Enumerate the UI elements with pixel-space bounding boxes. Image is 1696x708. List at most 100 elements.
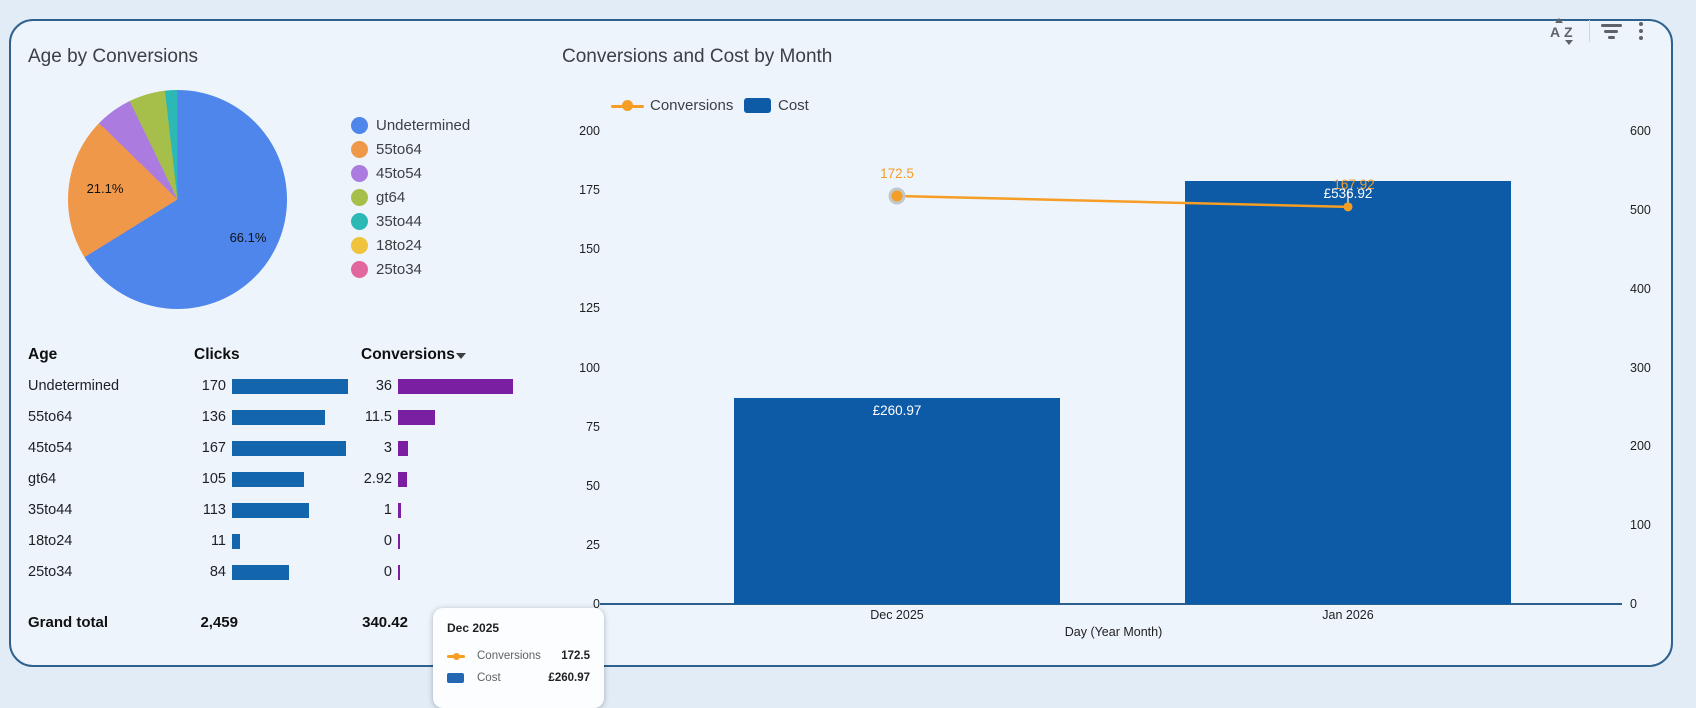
left-axis-tick-200: 200 xyxy=(579,124,600,138)
row-clicks-value: 113 xyxy=(202,502,226,518)
row-conversions-bar xyxy=(398,410,435,425)
more-options-icon[interactable] xyxy=(1638,22,1644,42)
legend-item-Undetermined[interactable]: Undetermined xyxy=(351,117,470,134)
left-axis-tick-50: 50 xyxy=(586,478,600,493)
left-axis-tick-0: 0 xyxy=(593,597,600,611)
conversions-point-Dec 2025[interactable] xyxy=(888,187,906,205)
legend-item-label: 25to34 xyxy=(376,261,422,278)
right-axis-tick-300: 300 xyxy=(1630,360,1651,375)
row-conversions-value: 0 xyxy=(383,533,392,549)
cost-swatch-icon xyxy=(744,98,771,113)
legend-dot-icon xyxy=(351,261,368,278)
tooltip-row-conversions: Conversions 172.5 xyxy=(447,645,590,667)
right-axis-tick-400: 400 xyxy=(1630,281,1651,296)
chart-tooltip: Dec 2025 Conversions 172.5 Cost £260.97 xyxy=(433,608,604,708)
row-conversions-bar xyxy=(398,472,408,487)
table-row[interactable]: 35to44 113 1 xyxy=(0,495,560,526)
cost-bar-Jan 2026[interactable] xyxy=(1185,180,1511,604)
row-conversions-bar xyxy=(398,534,400,549)
left-axis-tick-100: 100 xyxy=(579,360,600,375)
row-clicks-bar xyxy=(232,534,240,549)
grand-total-clicks: 2,459 xyxy=(200,614,238,631)
pie-slice-label-undetermined: 66.1% xyxy=(229,230,267,245)
x-axis-label-Dec 2025: Dec 2025 xyxy=(870,608,924,622)
row-clicks-value: 11 xyxy=(210,533,226,549)
age-table: Undetermined 170 36 55to64 136 11.5 45to54 167 3… xyxy=(0,371,560,588)
row-conversions-value: 0 xyxy=(383,564,392,580)
column-header-age[interactable]: Age xyxy=(28,346,58,363)
left-axis-tick-75: 75 xyxy=(586,419,600,434)
row-clicks-value: 170 xyxy=(201,378,226,394)
conversions-point-Jan 2026[interactable] xyxy=(1343,202,1353,212)
table-row[interactable]: gt64 105 2.92 xyxy=(0,464,560,495)
row-age-label: 25to34 xyxy=(28,564,73,580)
left-axis-tick-175: 175 xyxy=(579,183,600,198)
row-age-label: Undetermined xyxy=(28,378,120,394)
table-row[interactable]: Undetermined 170 36 xyxy=(0,371,560,402)
toolbar-divider xyxy=(1589,20,1590,42)
row-clicks-value: 136 xyxy=(201,409,226,425)
row-conversions-value: 1 xyxy=(383,502,392,518)
row-conversions-value: 3 xyxy=(383,440,392,456)
x-axis-line xyxy=(600,603,1622,605)
row-age-label: 18to24 xyxy=(28,533,73,549)
row-conversions-value: 11.5 xyxy=(364,409,392,425)
table-row[interactable]: 55to64 136 11.5 xyxy=(0,402,560,433)
cost-swatch-icon xyxy=(447,672,467,684)
legend-dot-icon xyxy=(351,141,368,158)
legend-dot-icon xyxy=(351,165,368,182)
legend-dot-icon xyxy=(351,237,368,254)
row-clicks-bar xyxy=(232,472,304,487)
table-row[interactable]: 45to54 167 3 xyxy=(0,433,560,464)
legend-item-label: 45to54 xyxy=(376,165,422,182)
cost-bar-Dec 2025[interactable] xyxy=(734,398,1060,604)
filter-icon[interactable] xyxy=(1600,24,1622,40)
legend-conversions[interactable]: Conversions xyxy=(650,97,734,114)
row-age-label: gt64 xyxy=(28,471,57,487)
row-clicks-bar xyxy=(232,410,325,425)
legend-item-label: Undetermined xyxy=(376,117,471,134)
right-axis-tick-100: 100 xyxy=(1630,518,1651,533)
legend-item-35to44[interactable]: 35to44 xyxy=(351,213,470,230)
row-clicks-bar xyxy=(232,441,346,456)
legend-item-gt64[interactable]: gt64 xyxy=(351,189,470,206)
column-header-conversions[interactable]: Conversions xyxy=(361,346,455,363)
grand-total-conversions: 340.42 xyxy=(362,614,408,631)
table-row[interactable]: 25to34 84 0 xyxy=(0,557,560,588)
legend-item-18to24[interactable]: 18to24 xyxy=(351,237,470,254)
row-clicks-bar xyxy=(232,565,290,580)
pie-slice-label-55to64: 21.1% xyxy=(86,181,124,196)
legend-item-25to34[interactable]: 25to34 xyxy=(351,261,470,278)
row-age-label: 45to54 xyxy=(28,440,73,456)
tooltip-row-cost: Cost £260.97 xyxy=(447,667,590,689)
legend-item-label: 18to24 xyxy=(376,237,422,254)
row-conversions-bar xyxy=(398,441,408,456)
tooltip-title: Dec 2025 xyxy=(447,621,500,635)
pie-legend: Undetermined 55to64 45to54 gt64 35to44 18to24… xyxy=(351,117,470,285)
column-header-clicks[interactable]: Clicks xyxy=(194,346,240,363)
cost-bar-label: £260.97 xyxy=(872,403,922,419)
grand-total-row: Grand total 2,459 340.42 xyxy=(0,607,560,638)
row-clicks-value: 105 xyxy=(201,471,226,487)
combo-chart-title: Conversions and Cost by Month xyxy=(562,46,833,67)
legend-cost[interactable]: Cost xyxy=(778,97,809,114)
right-axis-tick-200: 200 xyxy=(1630,439,1651,454)
row-conversions-value: 2.92 xyxy=(363,471,392,487)
x-axis-title: Day (Year Month) xyxy=(1064,625,1163,639)
row-conversions-bar xyxy=(398,503,402,518)
legend-item-55to64[interactable]: 55to64 xyxy=(351,141,470,158)
legend-item-45to54[interactable]: 45to54 xyxy=(351,165,470,182)
right-axis-tick-0: 0 xyxy=(1630,597,1637,611)
conversions-point-label: 167.92 xyxy=(1333,176,1375,192)
age-pie-chart[interactable] xyxy=(68,90,287,309)
legend-item-label: gt64 xyxy=(376,189,406,206)
row-conversions-bar xyxy=(398,379,513,394)
row-clicks-value: 167 xyxy=(201,440,226,456)
row-clicks-bar xyxy=(232,503,310,518)
combo-chart-plot-area: Day (Year Month) 0 25 50 75 100 125 150 175 200 0… xyxy=(579,124,1651,639)
sort-descending-icon[interactable] xyxy=(456,353,466,359)
table-row[interactable]: 18to24 11 0 xyxy=(0,526,560,557)
grand-total-label: Grand total xyxy=(28,614,109,631)
